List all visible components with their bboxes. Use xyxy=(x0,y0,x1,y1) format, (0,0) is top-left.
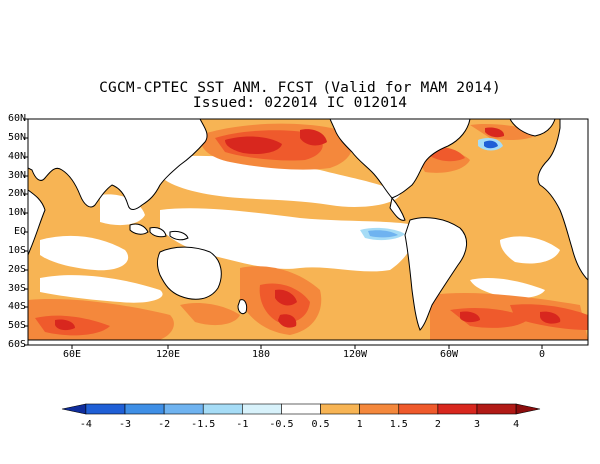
africa-landmass xyxy=(27,189,46,256)
colorbar-cell xyxy=(85,403,126,415)
cool-anomaly-regions xyxy=(360,138,503,241)
lat-label-40s: 40S xyxy=(7,301,26,312)
new-zealand xyxy=(237,299,248,315)
indonesia-islands xyxy=(129,223,149,235)
lat-label-40n: 40N xyxy=(7,151,26,162)
colorbar-tick-label: -1.5 xyxy=(191,419,216,430)
colorbar-cell xyxy=(398,403,439,415)
colorbar-tick-label: -1 xyxy=(236,419,249,430)
colorbar-tick-label: -2 xyxy=(158,419,171,430)
colorbar-cell xyxy=(359,403,400,415)
lon-label-180: 180 xyxy=(251,349,271,360)
colorbar-cell xyxy=(163,403,204,415)
lat-label-10s: 10S xyxy=(7,245,26,256)
central-america xyxy=(389,196,406,221)
lat-label-eq: EQ xyxy=(13,226,26,237)
lat-label-30s: 30S xyxy=(7,283,26,294)
colorbar-tick-label: 2 xyxy=(434,419,441,430)
colorbar-cell xyxy=(242,403,282,415)
colorbar-tick-label: 1 xyxy=(356,419,363,430)
colorbar-max-arrow xyxy=(515,403,541,415)
colorbar-tick-label: -4 xyxy=(79,419,92,430)
lon-label-0: 0 xyxy=(538,349,546,360)
greenland xyxy=(509,118,556,137)
colorbar-cell xyxy=(281,403,321,415)
lon-label-120w: 120W xyxy=(342,349,368,360)
colorbar-tick-label: 3 xyxy=(473,419,480,430)
colorbar-min-arrow xyxy=(61,403,87,415)
axis-ticks xyxy=(24,118,543,349)
lat-label-60n: 60N xyxy=(7,113,26,124)
lat-label-60s: 60S xyxy=(7,339,26,350)
lon-label-60e: 60E xyxy=(62,349,82,360)
colorbar-cell xyxy=(437,403,478,415)
continents xyxy=(27,118,589,346)
colorbar-tick-label: 4 xyxy=(513,419,520,430)
south-america-landmass xyxy=(404,217,467,331)
colorbar-tick-label: 0.5 xyxy=(311,419,330,430)
colorbar-cell xyxy=(202,403,243,415)
map-title: CGCM-CPTEC SST ANM. FCST (Valid for MAM … xyxy=(99,80,501,96)
colorbar-cell xyxy=(476,403,517,415)
colorbar-tick-label: -0.5 xyxy=(269,419,294,430)
lon-label-60w: 60W xyxy=(439,349,459,360)
lat-label-20n: 20N xyxy=(7,188,26,199)
lat-label-50s: 50S xyxy=(7,320,26,331)
lat-label-30n: 30N xyxy=(7,170,26,181)
colorbar-tick-label: -3 xyxy=(118,419,132,430)
north-america-landmass xyxy=(329,118,471,199)
lat-label-20s: 20S xyxy=(7,264,26,275)
colorbar-tick-label: 1.5 xyxy=(389,419,408,430)
lat-label-50n: 50N xyxy=(7,132,26,143)
lat-label-10n: 10N xyxy=(7,207,26,218)
lon-label-120e: 120E xyxy=(155,349,181,360)
europe-africa-landmass xyxy=(537,118,589,282)
australia-landmass xyxy=(156,246,222,300)
colorbar-cell xyxy=(124,403,165,415)
eurasia-landmass xyxy=(27,118,208,210)
colorbar-cell xyxy=(320,403,360,415)
map-issued-date: Issued: 022014 IC 012014 xyxy=(192,95,408,111)
hot-regions xyxy=(55,127,561,331)
